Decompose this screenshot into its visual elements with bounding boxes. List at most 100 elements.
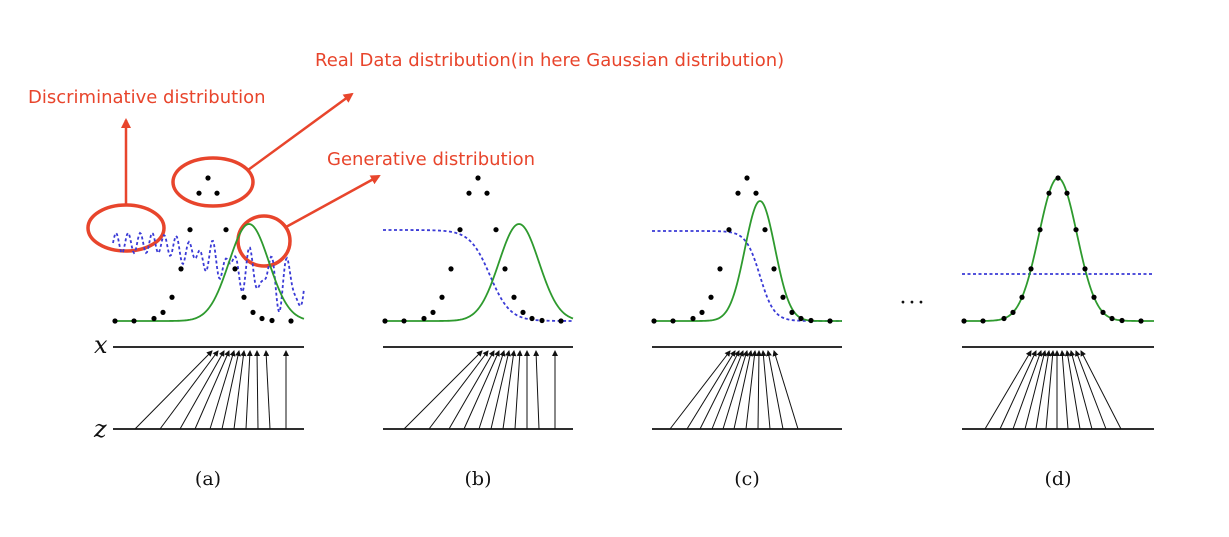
- generative-ellipse: [236, 214, 292, 268]
- data-points-a: [112, 175, 294, 324]
- data-point: [259, 315, 265, 322]
- mapping-arrow: [1080, 350, 1122, 430]
- panel-label-b: (b): [465, 468, 492, 490]
- data-point: [448, 266, 454, 272]
- data-point: [1119, 317, 1125, 324]
- data-point: [112, 318, 118, 324]
- real-data-ellipse: [171, 156, 255, 208]
- mapping-arrow: [533, 350, 540, 430]
- data-point: [511, 294, 517, 300]
- mapping-arrow: [745, 350, 758, 430]
- panel-d: (d): [961, 175, 1154, 490]
- data-point: [401, 318, 407, 324]
- data-point: [1028, 266, 1034, 272]
- mapping-arrow: [765, 350, 784, 430]
- mapping-arrow: [254, 350, 261, 430]
- data-point: [708, 294, 714, 300]
- ellipsis: ···: [900, 291, 927, 316]
- mapping-arrow: [194, 350, 230, 430]
- data-point: [753, 190, 759, 196]
- data-point: [232, 266, 238, 272]
- discriminative-ellipse: [86, 203, 166, 253]
- data-point: [1100, 309, 1106, 315]
- generative-arrow: [285, 174, 381, 229]
- data-point: [961, 318, 967, 324]
- mapping-arrow: [263, 350, 271, 430]
- data-point: [241, 294, 247, 300]
- data-point: [1082, 266, 1088, 272]
- mapping-arrow: [1045, 350, 1056, 430]
- data-point: [762, 227, 768, 233]
- panel-b: (b): [382, 175, 574, 490]
- annotation-real-data: Real Data distribution(in here Gaussian …: [315, 50, 784, 71]
- data-point: [744, 175, 750, 181]
- mapping-arrow: [1012, 350, 1043, 430]
- mapping-arrow: [1069, 350, 1093, 430]
- data-point: [430, 309, 436, 315]
- generative-curve-d: [962, 177, 1154, 322]
- mapping-arrow: [711, 350, 744, 430]
- annotation-discriminative: Discriminative distribution: [28, 87, 266, 108]
- data-point: [651, 318, 657, 324]
- data-points-d: [961, 175, 1144, 324]
- generative-curve-b: [383, 223, 574, 322]
- data-point: [735, 190, 741, 196]
- mapping-arrow: [463, 350, 500, 430]
- mapping-arrow: [999, 350, 1037, 430]
- panel-label-c: (c): [734, 468, 759, 490]
- data-point: [1010, 309, 1016, 315]
- data-points-b: [382, 175, 564, 324]
- data-point: [131, 318, 137, 324]
- mapping-arrow: [699, 350, 740, 430]
- data-point: [798, 315, 804, 322]
- mapping-arrow: [448, 350, 495, 430]
- mapping-arrows-b: [403, 350, 558, 430]
- generative-curve-a: [113, 223, 305, 322]
- data-point: [771, 266, 777, 272]
- data-point: [690, 315, 696, 322]
- data-point: [699, 309, 705, 315]
- mapping-arrow: [755, 350, 762, 430]
- data-point: [717, 266, 723, 272]
- data-point: [475, 175, 481, 181]
- data-point: [382, 318, 388, 324]
- data-point: [558, 318, 564, 324]
- generative-curve-c: [652, 200, 842, 322]
- panel-a: x z (a): [93, 175, 305, 490]
- mapping-arrow: [1059, 350, 1069, 430]
- data-point: [457, 227, 463, 233]
- mapping-arrows-a: [134, 350, 289, 430]
- data-point: [205, 175, 211, 181]
- mapping-arrow: [722, 350, 749, 430]
- mapping-arrow: [490, 350, 511, 430]
- data-point: [1001, 315, 1007, 322]
- data-point: [466, 190, 472, 196]
- data-point: [670, 318, 676, 324]
- data-point: [223, 227, 229, 233]
- data-point: [187, 227, 193, 233]
- panel-label-a: (a): [195, 468, 221, 490]
- data-point: [250, 309, 256, 315]
- data-point: [1073, 227, 1079, 233]
- mapping-arrow: [209, 350, 236, 430]
- data-point: [1138, 318, 1144, 324]
- mapping-arrows-d: [984, 350, 1122, 430]
- data-point: [1109, 315, 1115, 322]
- data-point: [827, 318, 833, 324]
- data-point: [789, 309, 795, 315]
- data-point: [1037, 227, 1043, 233]
- data-point: [439, 294, 445, 300]
- mapping-arrow: [984, 350, 1032, 430]
- panel-c: (c): [651, 175, 842, 490]
- data-point: [726, 227, 732, 233]
- data-point: [169, 294, 175, 300]
- mapping-arrow: [1035, 350, 1052, 430]
- mapping-arrow: [179, 350, 225, 430]
- data-point: [421, 315, 427, 322]
- mapping-arrow: [733, 350, 753, 430]
- data-point: [1046, 190, 1052, 196]
- mapping-arrow: [428, 350, 489, 430]
- data-point: [780, 294, 786, 300]
- mapping-arrow: [502, 350, 517, 430]
